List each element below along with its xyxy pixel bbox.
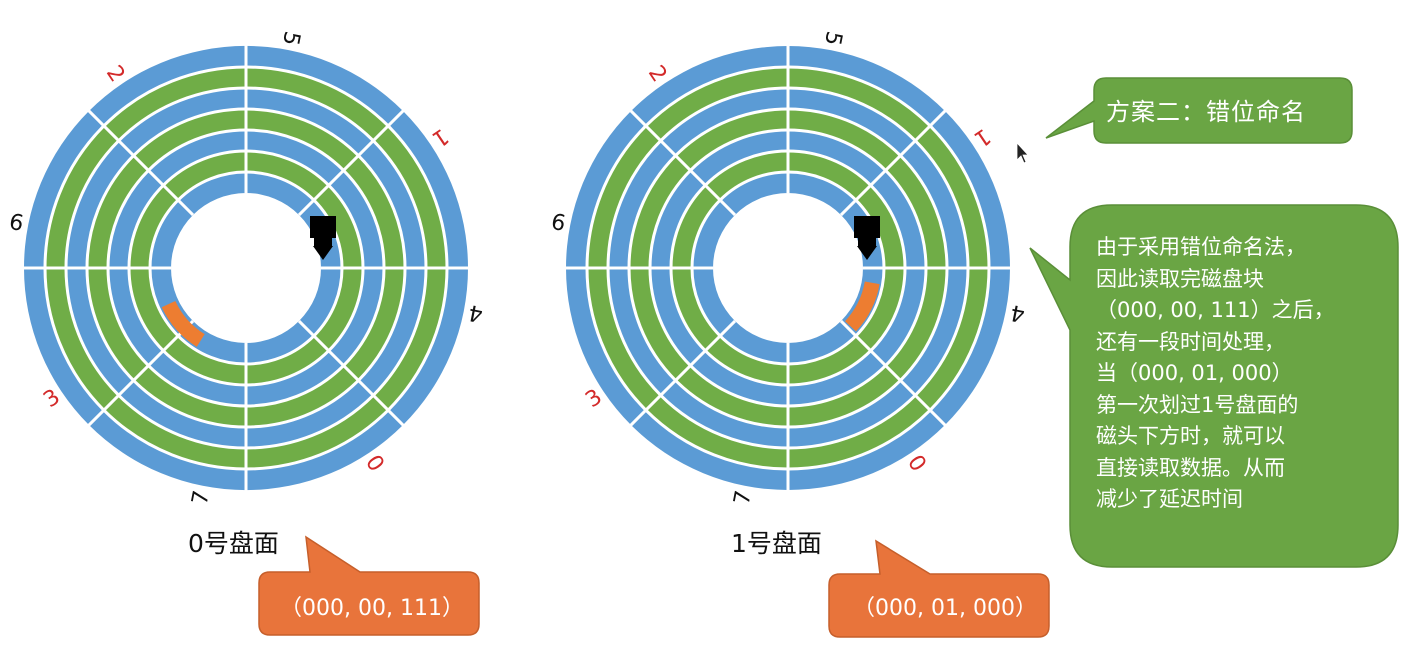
explanation-line: 直接读取数据。从而 — [1096, 455, 1285, 480]
sector-number-label: 5 — [819, 29, 846, 48]
platter-0-label: 0号盘面 — [188, 529, 279, 558]
sector-number-label: 7 — [188, 488, 215, 507]
platter-1-label: 1号盘面 — [731, 529, 822, 558]
sector-number-label: 6 — [7, 210, 26, 237]
address-callout-bubble-0 — [258, 535, 480, 636]
address-callout-text-1: （000, 01, 000） — [853, 596, 1037, 621]
read-write-head-icon — [310, 216, 336, 260]
explanation-line: 还有一段时间处理， — [1096, 329, 1285, 354]
sector-number-label: 4 — [1008, 299, 1027, 326]
sector-divider — [297, 319, 406, 428]
title-callout-bubble — [1045, 77, 1353, 144]
sector-divider — [297, 108, 406, 217]
sector-number-label: 4 — [466, 299, 485, 326]
sector-number-label: 5 — [277, 29, 304, 48]
sector-divider — [839, 319, 948, 428]
address-callout-bubble-1 — [828, 539, 1050, 638]
sector-divider — [839, 108, 948, 217]
sector-number-label: 7 — [730, 488, 757, 507]
explanation-line: （000, 00, 111）之后， — [1096, 298, 1335, 322]
read-write-head-icon — [854, 216, 880, 260]
highlighted-block — [161, 300, 205, 347]
explanation-callout-bubble — [1029, 204, 1399, 568]
explanation-line: 减少了延迟时间 — [1096, 487, 1243, 511]
explanation-callout-text: 由于采用错位命名法， 因此读取完磁盘块 （000, 00, 111）之后， 还有一段时… — [1096, 232, 1396, 516]
explanation-line: 第一次划过1号盘面的 — [1096, 392, 1299, 417]
sector-divider — [86, 108, 195, 217]
highlighted-block — [845, 281, 880, 332]
sector-number-label: 6 — [549, 210, 568, 237]
address-callout-text-0: （000, 00, 111） — [280, 596, 464, 621]
explanation-line: 磁头下方时，就可以 — [1096, 424, 1285, 448]
explanation-line: 当（000, 01, 000） — [1096, 361, 1293, 385]
sector-divider — [628, 319, 737, 428]
mouse-cursor-icon — [1016, 141, 1029, 164]
explanation-line: 因此读取完磁盘块 — [1096, 266, 1264, 291]
sector-divider — [86, 319, 195, 428]
sector-divider — [628, 108, 737, 217]
explanation-line: 由于采用错位命名法， — [1096, 235, 1306, 259]
title-callout-text: 方案二：错位命名 — [1106, 98, 1306, 126]
